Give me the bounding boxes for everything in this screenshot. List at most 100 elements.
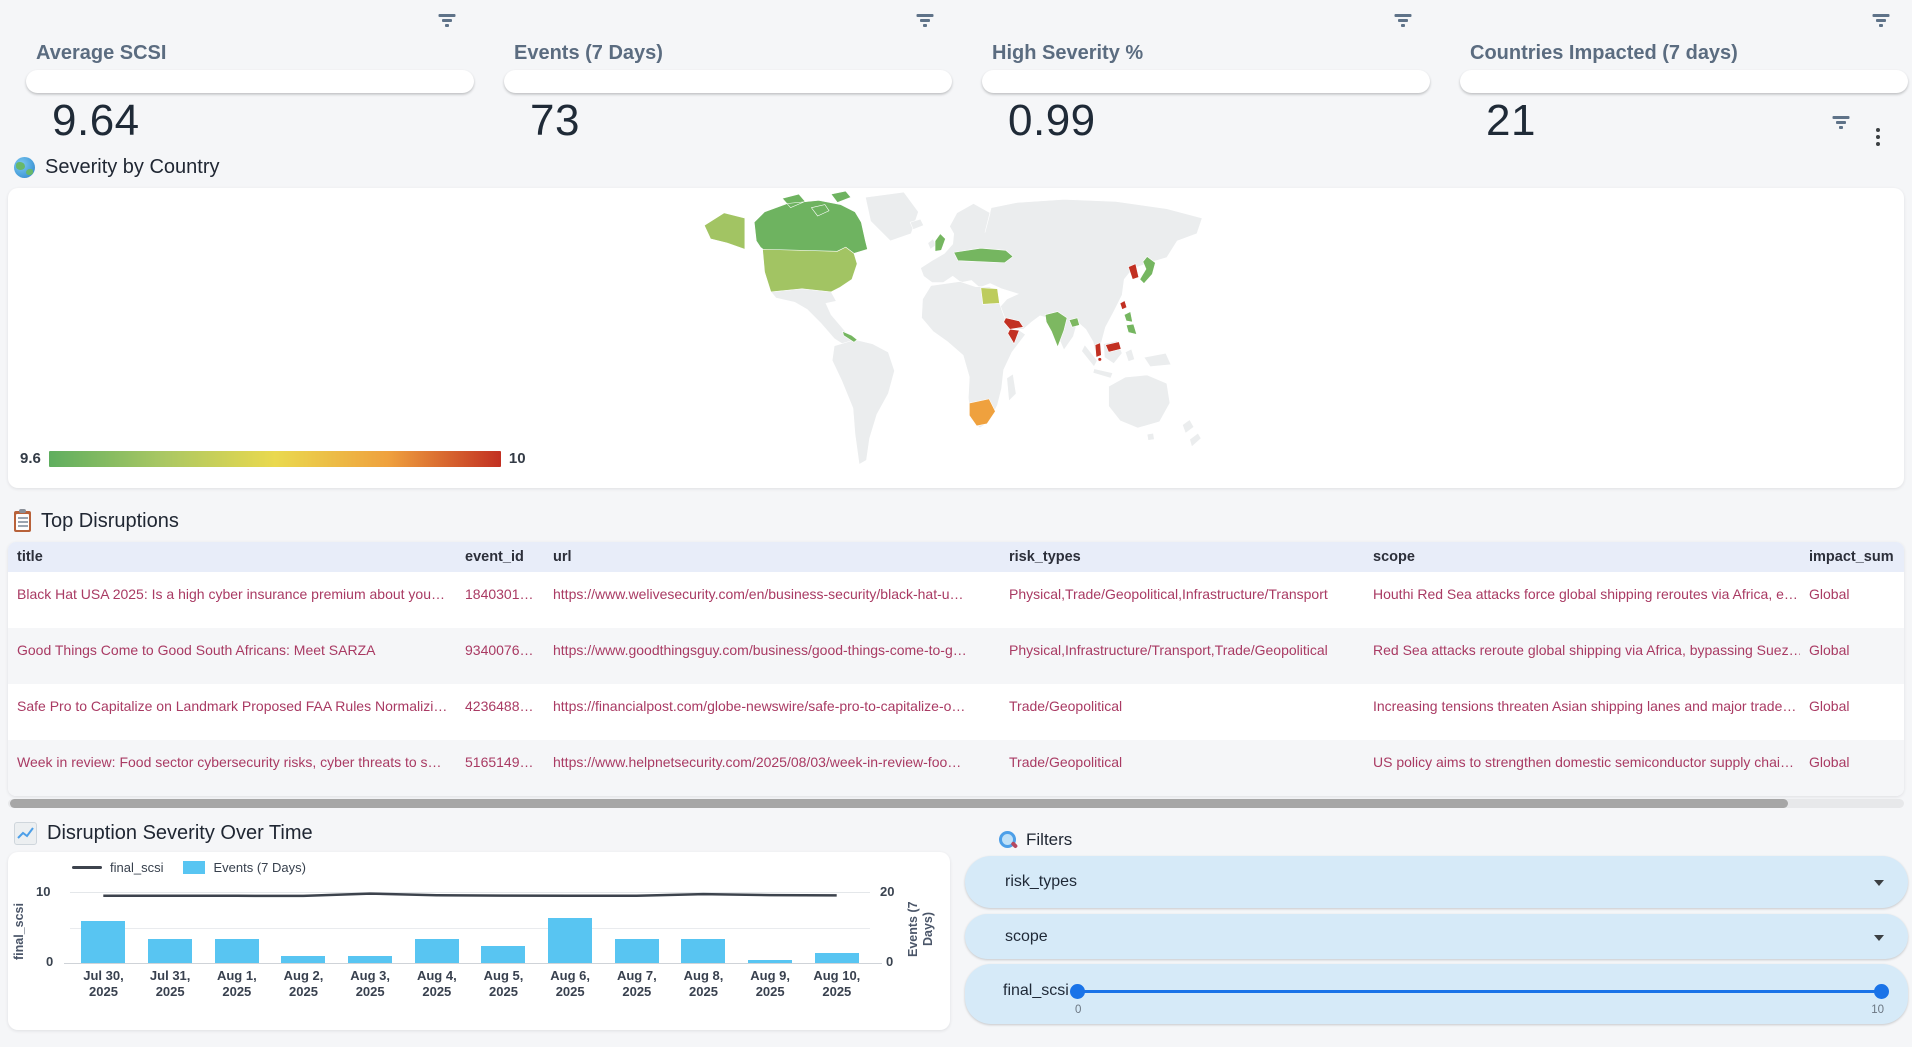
slider-track[interactable] xyxy=(1070,984,1889,999)
table-cell-risk_types: Trade/Geopolitical xyxy=(1009,754,1123,770)
top-disruptions-table: title event_id url risk_types scope impact_su… xyxy=(8,542,1904,796)
map-more-options-icon[interactable] xyxy=(1876,128,1880,146)
bar-swatch-icon xyxy=(183,861,206,874)
kpi-value: 73 xyxy=(530,96,580,145)
event-bar xyxy=(414,938,459,963)
country-philippines xyxy=(1123,311,1138,335)
color-scale-gradient xyxy=(48,450,501,467)
table-cell-risk_types: Trade/Geopolitical xyxy=(1009,698,1123,714)
kpi-card-average-scsi: Average SCSI 9.64 xyxy=(0,0,478,152)
severity-over-time-title: Disruption Severity Over Time xyxy=(47,822,313,844)
kpi-title: Events (7 Days) xyxy=(514,42,663,64)
filter-funnel-icon[interactable] xyxy=(1394,14,1412,28)
event-bar xyxy=(748,959,792,963)
slider-handle-min[interactable] xyxy=(1070,984,1085,999)
table-cell-url[interactable]: https://www.helpnetsecurity.com/2025/08/… xyxy=(553,754,962,770)
event-bar xyxy=(281,956,326,963)
table-body: Black Hat USA 2025: Is a high cyber insu… xyxy=(8,572,1904,796)
table-cell-url[interactable]: https://www.welivesecurity.com/en/busine… xyxy=(553,586,964,602)
severity-over-time-header: Disruption Severity Over Time xyxy=(14,822,313,845)
column-header-scope[interactable]: scope xyxy=(1373,549,1415,565)
kpi-card-events-7-days: Events (7 Days) 73 xyxy=(478,0,956,152)
legend-item-events: Events (7 Days) xyxy=(183,860,306,875)
filter-funnel-icon[interactable] xyxy=(916,14,934,28)
table-cell-scope: US policy aims to strengthen domestic se… xyxy=(1373,754,1794,770)
x-axis-tick-label: Aug 10, 2025 xyxy=(813,968,861,999)
search-icon xyxy=(998,830,1018,850)
column-header-impact_sum[interactable]: impact_sum xyxy=(1809,549,1894,565)
country-united-kingdom xyxy=(934,233,946,252)
kpi-value: 0.99 xyxy=(1008,96,1096,145)
island-new-zealand xyxy=(1182,419,1202,448)
line-chart-icon xyxy=(14,822,37,845)
right-axis-label: Events (7 Days) xyxy=(906,901,935,957)
column-header-risk_types[interactable]: risk_types xyxy=(1009,549,1081,565)
table-horizontal-scrollbar-track[interactable] xyxy=(8,799,1904,808)
table-cell-title: Black Hat USA 2025: Is a high cyber insu… xyxy=(17,586,445,602)
severity-over-time-chart: final_scsi Events (7 Days) 10 0 20 0 fin… xyxy=(8,852,950,1030)
legend-item-final-scsi: final_scsi xyxy=(72,860,163,875)
country-japan xyxy=(1139,256,1156,284)
table-header-row: title event_id url risk_types scope impact_su… xyxy=(8,542,1904,572)
table-cell-title: Safe Pro to Capitalize on Landmark Propo… xyxy=(17,698,448,714)
island-iceland xyxy=(909,218,925,230)
table-row: Week in review: Food sector cybersecurit… xyxy=(8,740,1904,796)
top-disruptions-title: Top Disruptions xyxy=(41,510,179,532)
kpi-card-high-severity: High Severity % 0.99 xyxy=(956,0,1434,152)
landmass-eurasia xyxy=(920,199,1203,356)
filter-funnel-icon[interactable] xyxy=(438,14,456,28)
column-header-event_id[interactable]: event_id xyxy=(465,549,524,565)
right-axis-tick-min: 0 xyxy=(886,954,894,969)
left-axis-label: final_scsi xyxy=(12,903,26,961)
x-axis-tick-label: Aug 2, 2025 xyxy=(283,968,324,999)
kpi-pill xyxy=(26,70,474,93)
table-cell-impact_sum: Global xyxy=(1809,642,1850,658)
event-bar xyxy=(681,938,726,963)
table-cell-scope: Houthi Red Sea attacks force global ship… xyxy=(1373,586,1798,602)
scope-filter-dropdown[interactable]: scope xyxy=(965,914,1908,959)
x-axis-tick-label: Aug 7, 2025 xyxy=(616,968,657,999)
landmass-greenland xyxy=(865,191,919,242)
table-cell-risk_types: Physical,Trade/Geopolitical,Infrastructu… xyxy=(1009,586,1328,602)
table-cell-impact_sum: Global xyxy=(1809,698,1850,714)
x-axis-tick-label: Aug 5, 2025 xyxy=(483,968,524,999)
column-header-title[interactable]: title xyxy=(17,549,43,565)
risk-types-filter-dropdown[interactable]: risk_types xyxy=(965,856,1908,908)
country-malaysia-borneo xyxy=(1105,341,1122,353)
top-disruptions-header: Top Disruptions xyxy=(14,509,179,533)
table-cell-url[interactable]: https://financialpost.com/globe-newswire… xyxy=(553,698,966,714)
slider-min-label: 0 xyxy=(1075,1004,1082,1016)
island-tasmania xyxy=(1146,432,1155,441)
event-bar xyxy=(348,956,392,963)
table-row: Good Things Come to Good South Africans:… xyxy=(8,628,1904,684)
scale-min-label: 9.6 xyxy=(20,450,41,467)
country-egypt xyxy=(980,287,1000,305)
left-axis-tick-min: 0 xyxy=(46,954,54,969)
clipboard-icon xyxy=(14,509,31,532)
slider-handle-max[interactable] xyxy=(1874,984,1889,999)
chevron-down-icon xyxy=(1874,880,1884,886)
table-cell-title: Good Things Come to Good South Africans:… xyxy=(17,642,376,658)
dropdown-label: risk_types xyxy=(1005,873,1078,890)
map-filter-funnel-icon[interactable] xyxy=(1832,116,1850,130)
column-header-url[interactable]: url xyxy=(553,549,572,565)
country-malaysia-peninsula xyxy=(1094,342,1102,358)
severity-map-header: Severity by Country xyxy=(14,156,220,179)
table-cell-event_id: 5165149… xyxy=(465,754,534,770)
table-row: Black Hat USA 2025: Is a high cyber insu… xyxy=(8,572,1904,628)
country-canada xyxy=(753,190,868,254)
x-axis-tick-label: Aug 9, 2025 xyxy=(750,968,791,999)
island-sumatra xyxy=(1081,344,1098,368)
table-cell-event_id: 4236488… xyxy=(465,698,534,714)
filter-funnel-icon[interactable] xyxy=(1872,14,1890,28)
globe-icon xyxy=(14,157,35,178)
x-axis-tick-label: Aug 3, 2025 xyxy=(350,968,391,999)
event-bar xyxy=(214,938,259,963)
table-horizontal-scrollbar-thumb[interactable] xyxy=(10,799,1788,808)
x-axis-tick-label: Aug 6, 2025 xyxy=(550,968,591,999)
severity-map-title: Severity by Country xyxy=(45,156,220,178)
table-cell-url[interactable]: https://www.goodthingsguy.com/business/g… xyxy=(553,642,967,658)
world-choropleth-map[interactable] xyxy=(700,190,1220,481)
chevron-down-icon xyxy=(1874,934,1884,941)
island-new-guinea xyxy=(1143,352,1172,367)
